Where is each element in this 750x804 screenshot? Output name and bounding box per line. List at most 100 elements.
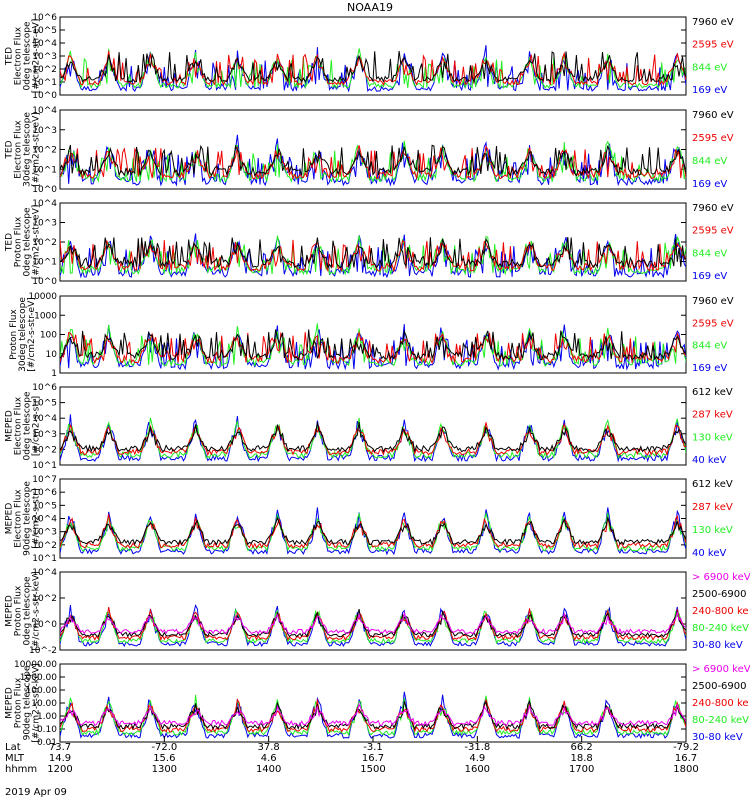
legend-entry: 287 keV — [692, 410, 733, 421]
legend-entry: 2595 eV — [692, 226, 734, 237]
panel-traces — [60, 692, 686, 738]
panel-traces — [60, 324, 686, 370]
legend-entry: 612 keV — [692, 387, 733, 398]
legend-entry: 844 eV — [692, 248, 727, 259]
y-axis-label-line: [#/cm2-s-str-keV] — [32, 571, 42, 650]
legend-entry: 2500-6900 — [692, 589, 747, 600]
panel-traces — [60, 135, 686, 185]
panel-traces — [60, 414, 686, 461]
flux-trace — [60, 422, 686, 455]
flux-trace — [60, 234, 686, 278]
x-tick-label: 66.2 — [571, 742, 593, 753]
legend-entry: 7960 eV — [692, 296, 734, 307]
x-tick-label: 37.8 — [258, 742, 280, 753]
chart-title: NOAA19 — [347, 1, 393, 14]
x-tick-label: 14.9 — [49, 753, 71, 764]
y-axis-label-line: [#/cm2-s-str-eV] — [32, 19, 42, 94]
legend-entry: 7960 eV — [692, 203, 734, 214]
flux-trace — [60, 422, 686, 452]
y-axis-label-line: [#/cm2-s-str] — [32, 488, 42, 548]
flux-trace — [60, 240, 686, 271]
legend-entry: 169 eV — [692, 85, 727, 96]
legend-entry: 2595 eV — [692, 40, 734, 51]
y-tick-label: 10^7 — [32, 475, 57, 485]
legend-entry: 169 eV — [692, 363, 727, 374]
x-tick-label: 1300 — [152, 764, 177, 775]
legend-entry: > 6900 keV — [692, 572, 750, 583]
x-tick-label: 1700 — [569, 764, 594, 775]
flux-trace — [60, 236, 686, 274]
panel-traces — [60, 45, 686, 91]
x-row-label: MLT — [5, 753, 25, 764]
legend-entry: 30-80 keV — [692, 732, 743, 743]
y-tick-label: 10^6 — [32, 383, 57, 393]
legend-entry: 169 eV — [692, 179, 727, 190]
y-axis-label-line: [#/cm2-s-str-eV] — [27, 297, 37, 372]
x-tick-label: 1500 — [360, 764, 385, 775]
x-tick-label: 1400 — [256, 764, 281, 775]
x-tick-label: 16.7 — [675, 753, 697, 764]
legend-entry: 287 keV — [692, 502, 733, 513]
y-axis-label-line: [#/cm2-s-str-eV] — [32, 205, 42, 280]
legend-entry: 844 eV — [692, 62, 727, 73]
legend-entry: 130 keV — [692, 432, 733, 443]
legend-entry: 2595 eV — [692, 318, 734, 329]
panel-traces — [60, 605, 686, 646]
y-tick-label: 100 — [40, 331, 57, 341]
y-tick-label: 1 — [51, 369, 57, 379]
legend-entry: 80-240 keV — [692, 623, 749, 634]
legend-entry: 40 keV — [692, 455, 726, 466]
date-label: 2019 Apr 09 — [5, 787, 67, 798]
legend-entry: 844 eV — [692, 341, 727, 352]
legend-entry: 40 keV — [692, 548, 726, 559]
legend-entry: 7960 eV — [692, 17, 734, 28]
x-tick-label: 16.7 — [362, 753, 384, 764]
panel-frame — [60, 572, 686, 650]
x-row-label: hhmm — [5, 764, 37, 775]
panel-frame — [60, 664, 686, 742]
y-tick-label: 1000 — [34, 311, 57, 321]
legend-entry: 612 keV — [692, 479, 733, 490]
panel-meped-proton-90deg: 0.010.101.0010.00100.001000.0010000.00ME… — [5, 660, 750, 748]
y-tick-label: 10^1 — [32, 461, 57, 471]
panel-traces — [60, 234, 686, 278]
legend-entry: 30-80 keV — [692, 640, 743, 651]
x-tick-label: 18.8 — [571, 753, 593, 764]
x-tick-label: 4.9 — [469, 753, 485, 764]
legend-entry: 2500-6900 — [692, 681, 747, 692]
flux-trace — [60, 514, 686, 548]
x-tick-label: 1800 — [673, 764, 698, 775]
y-tick-label: 10^1 — [32, 554, 57, 564]
y-axis-label-line: [#/cm2-s-str-eV] — [32, 112, 42, 187]
legend-entry: 844 eV — [692, 156, 727, 167]
x-tick-label: -31.8 — [464, 742, 490, 753]
x-tick-label: 15.6 — [153, 753, 175, 764]
y-axis-label-line: [#/cm2-s-str] — [32, 396, 42, 456]
legend-entry: > 6900 keV — [692, 664, 750, 675]
y-axis-label-line: [#/cm2-s-str-keV] — [32, 663, 42, 742]
y-tick-label: 10 — [46, 350, 58, 360]
x-row-label: Lat — [5, 742, 21, 753]
legend-entry: 130 keV — [692, 525, 733, 536]
panel-frame — [60, 296, 686, 373]
x-tick-label: -3.1 — [363, 742, 383, 753]
legend-entry: 169 eV — [692, 271, 727, 282]
legend-entry: 7960 eV — [692, 110, 734, 121]
x-tick-label: -72.0 — [151, 742, 177, 753]
flux-trace — [60, 612, 686, 634]
panel-traces — [60, 507, 686, 554]
flux-trace — [60, 518, 686, 545]
